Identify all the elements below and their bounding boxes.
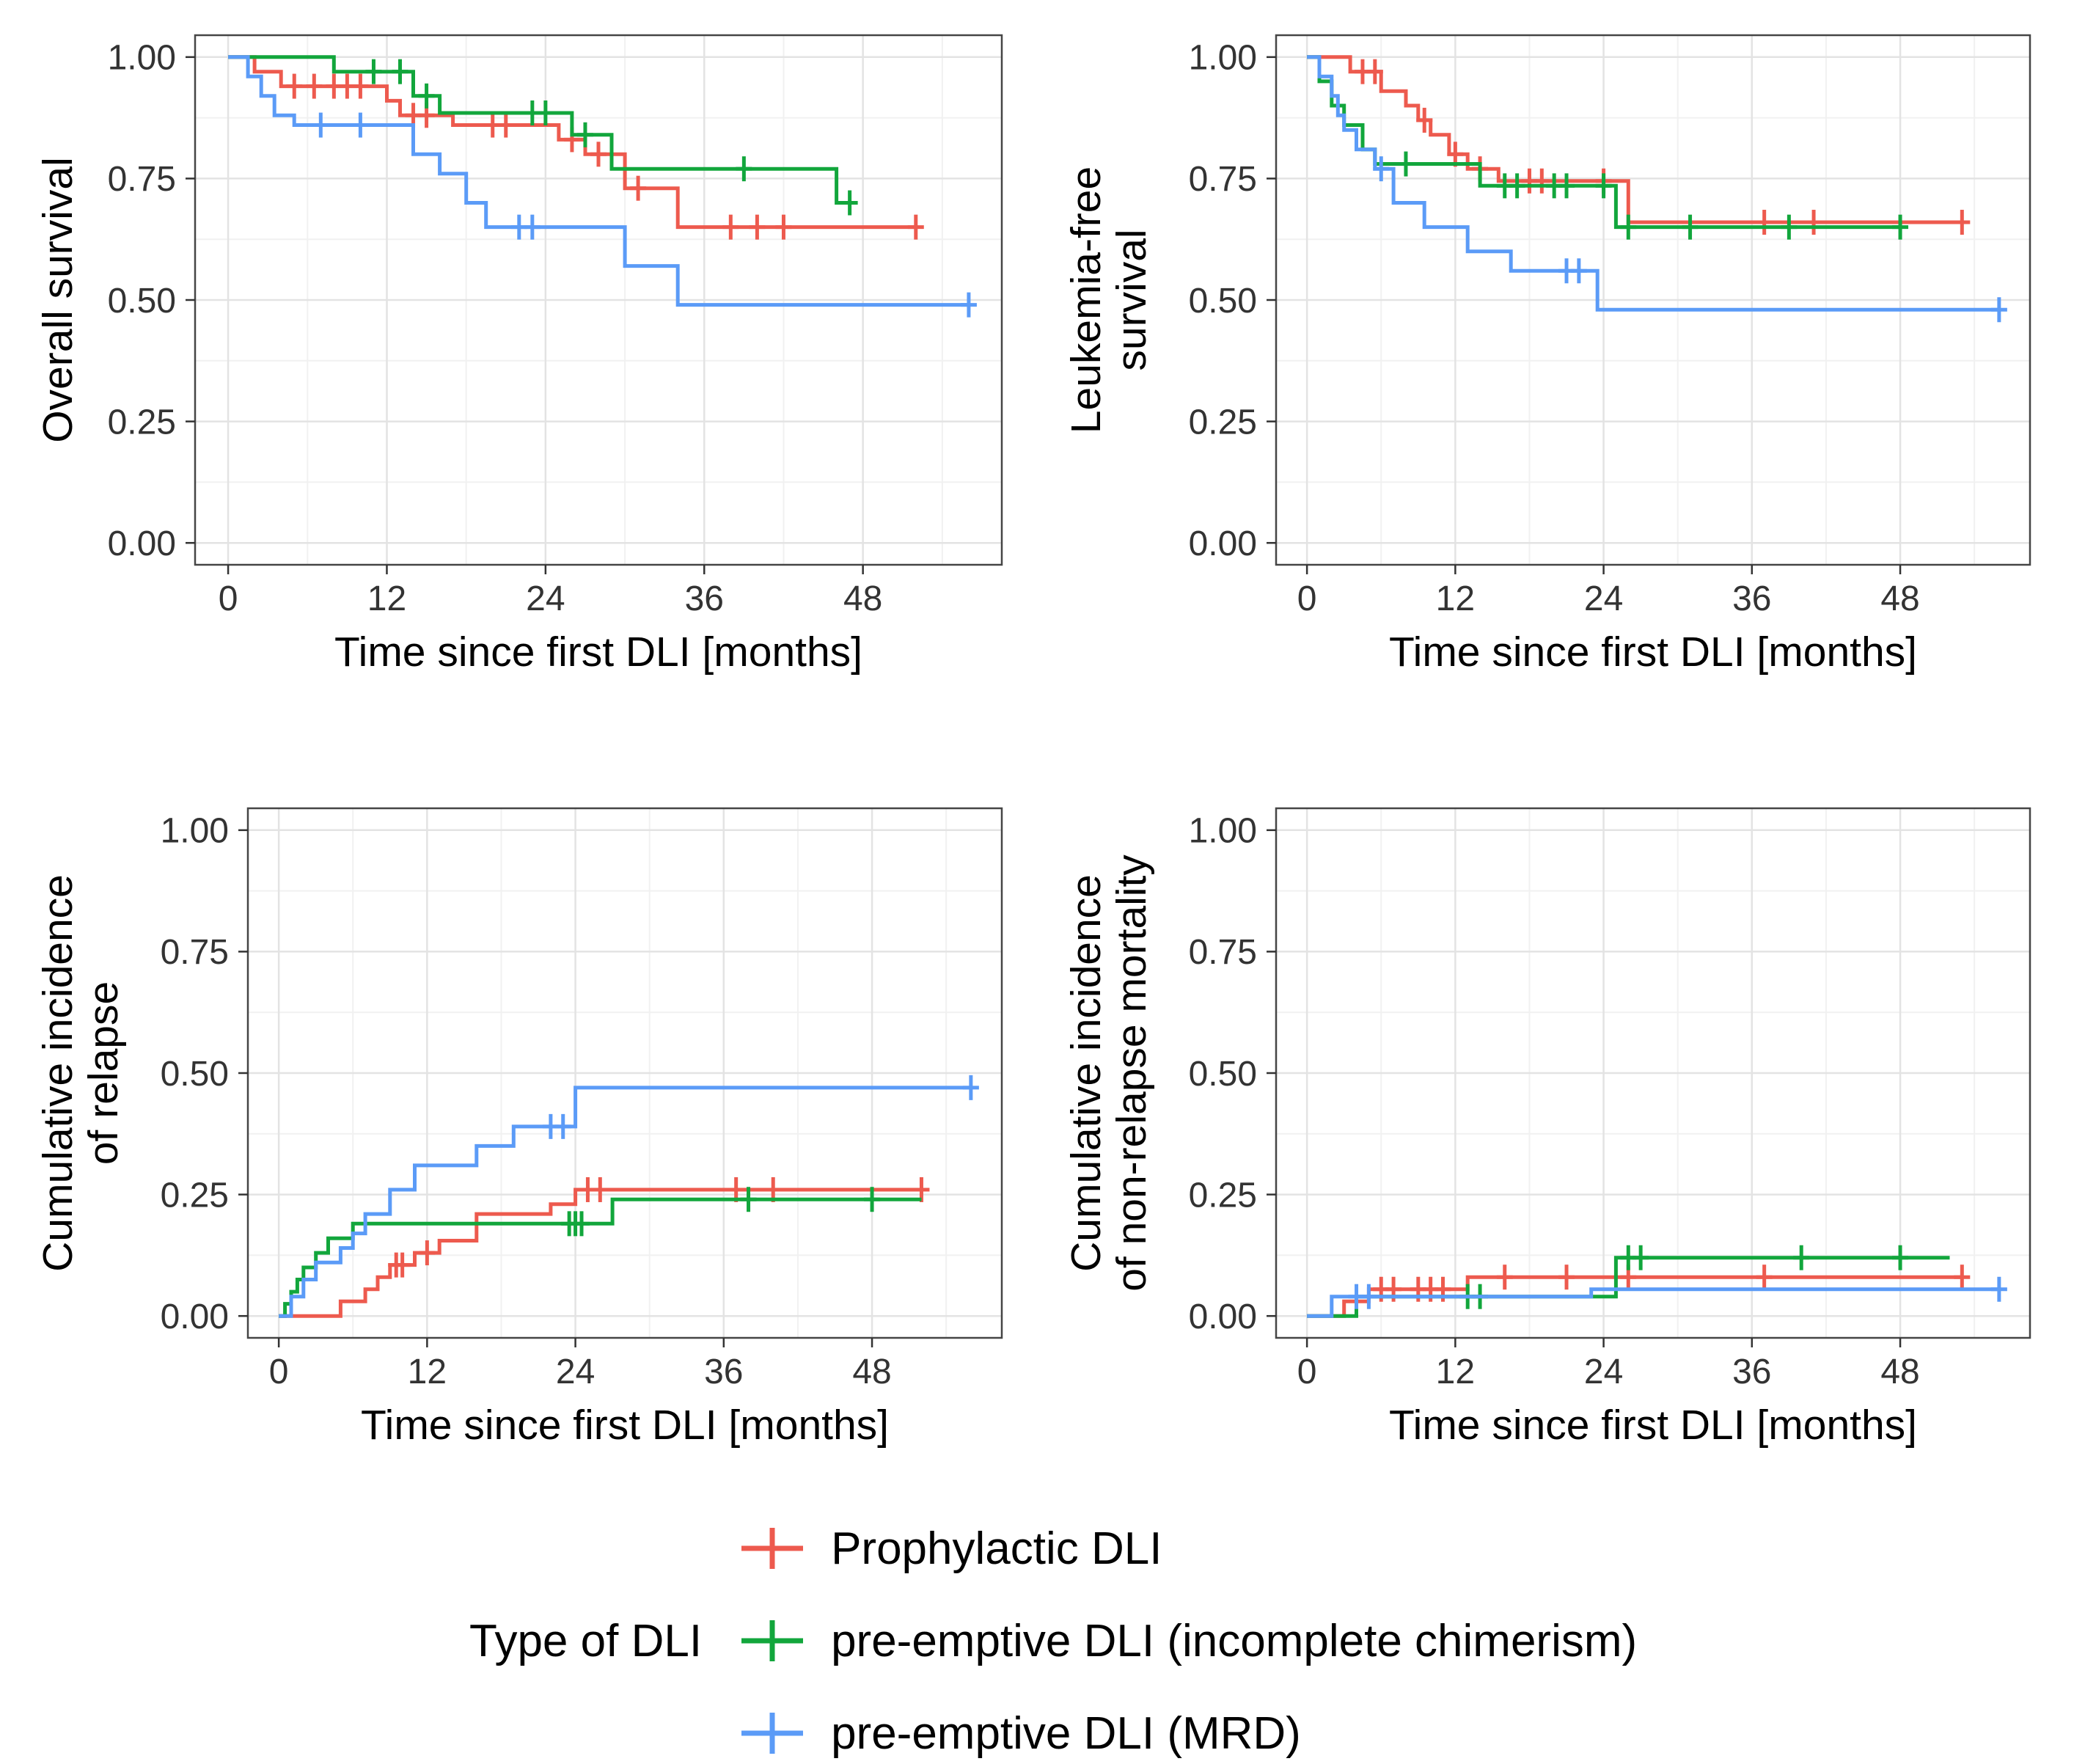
svg-text:0: 0 [1297,1353,1317,1391]
svg-text:0.25: 0.25 [1189,403,1257,442]
leukemia-free-survival-chart: 0 12 24 36 48 0.00 0.25 0.50 0.75 1.00 Time since … [1063,34,2031,676]
svg-text:1.00: 1.00 [161,812,229,851]
svg-text:0.75: 0.75 [1189,160,1257,199]
svg-text:24: 24 [526,579,565,618]
panel-cumulative-incidence-nrm: 0 12 24 36 48 0.00 0.25 0.50 0.75 1.00 Time since … [1056,786,2046,1468]
svg-text:Time since first DLI [months]: Time since first DLI [months] [1389,1402,1917,1449]
legend-entry-preemptive-incomplete-chimerism: pre-emptive DLI (incomplete chimerism) [736,1612,1637,1669]
svg-text:Leukemia-free: Leukemia-free [1063,166,1110,433]
panel-cumulative-incidence-relapse: 0 12 24 36 48 0.00 0.25 0.50 0.75 1.00 Time since … [28,786,1018,1468]
svg-text:36: 36 [1732,579,1771,618]
svg-text:0.00: 0.00 [1189,1298,1257,1336]
svg-text:0: 0 [219,579,238,618]
svg-text:0.75: 0.75 [161,933,229,972]
svg-text:0: 0 [269,1353,289,1391]
panel-leukemia-free-survival: 0 12 24 36 48 0.00 0.25 0.50 0.75 1.00 Time since … [1056,13,2046,695]
svg-text:Time since first DLI [months]: Time since first DLI [months] [1389,629,1917,676]
svg-text:12: 12 [1436,579,1475,618]
svg-text:1.00: 1.00 [1189,39,1257,78]
svg-text:24: 24 [1584,579,1623,618]
legend-entry-prophylactic-dli: Prophylactic DLI [736,1520,1637,1577]
svg-text:0.25: 0.25 [1189,1176,1257,1215]
svg-text:0.00: 0.00 [108,524,176,563]
svg-text:12: 12 [1436,1353,1475,1391]
svg-text:1.00: 1.00 [1189,812,1257,851]
svg-text:0: 0 [1297,579,1317,618]
svg-text:36: 36 [704,1353,743,1391]
svg-text:0.25: 0.25 [108,403,176,442]
legend-entry-preemptive-mrd: pre-emptive DLI (MRD) [736,1705,1637,1762]
cumulative-incidence-nrm-chart: 0 12 24 36 48 0.00 0.25 0.50 0.75 1.00 Time since … [1063,807,2031,1449]
svg-text:12: 12 [408,1353,447,1391]
plus-key-icon [741,1713,804,1754]
svg-text:survival: survival [1108,229,1155,370]
svg-text:Time since first DLI [months]: Time since first DLI [months] [334,629,862,676]
plus-key-icon [741,1620,804,1661]
svg-text:36: 36 [685,579,724,618]
svg-text:0.50: 0.50 [161,1055,229,1094]
svg-text:36: 36 [1732,1353,1771,1391]
panel-overall-survival: 0 12 24 36 48 0.00 0.25 0.50 0.75 1.00 Time since … [28,13,1018,695]
plus-key-icon [741,1528,804,1569]
legend-entries: Prophylactic DLI pre-emptive DLI (incomp… [736,1520,1637,1762]
svg-text:0.00: 0.00 [1189,524,1257,563]
svg-text:1.00: 1.00 [108,39,176,78]
svg-text:12: 12 [367,579,406,618]
svg-text:0.50: 0.50 [108,282,176,321]
svg-text:48: 48 [852,1353,891,1391]
svg-text:0.50: 0.50 [1189,1055,1257,1094]
svg-text:0.25: 0.25 [161,1176,229,1215]
svg-text:0.50: 0.50 [1189,282,1257,321]
legend-label: Prophylactic DLI [831,1523,1162,1574]
svg-text:of relapse: of relapse [80,981,127,1165]
cumulative-incidence-relapse-chart: 0 12 24 36 48 0.00 0.25 0.50 0.75 1.00 Time since … [34,807,1003,1449]
svg-text:of non-relapse mortality: of non-relapse mortality [1108,854,1155,1292]
overall-survival-chart: 0 12 24 36 48 0.00 0.25 0.50 0.75 1.00 Time since … [34,34,1003,676]
legend: Type of DLI Prophylactic DLI pre-emptive… [469,1520,1637,1762]
legend-label: pre-emptive DLI (incomplete chimerism) [831,1615,1638,1666]
svg-text:0.00: 0.00 [161,1298,229,1336]
svg-text:48: 48 [843,579,882,618]
legend-label: pre-emptive DLI (MRD) [831,1708,1301,1759]
svg-text:24: 24 [1584,1353,1623,1391]
legend-title: Type of DLI [469,1615,703,1666]
svg-text:0.75: 0.75 [1189,933,1257,972]
svg-text:24: 24 [556,1353,595,1391]
svg-text:0.75: 0.75 [108,160,176,199]
svg-text:48: 48 [1880,579,1919,618]
svg-text:Overall survival: Overall survival [34,157,81,443]
svg-text:48: 48 [1880,1353,1919,1391]
svg-text:Time since first DLI [months]: Time since first DLI [months] [361,1402,889,1449]
svg-text:Cumulative incidence: Cumulative incidence [34,874,81,1272]
svg-text:Cumulative incidence: Cumulative incidence [1063,874,1110,1272]
